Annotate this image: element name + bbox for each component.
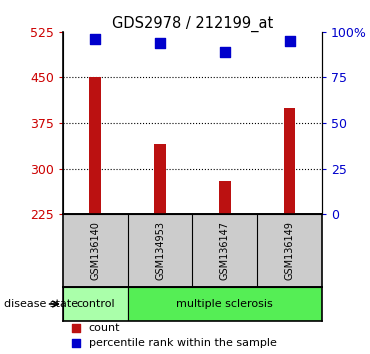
Text: GSM136140: GSM136140	[90, 222, 100, 280]
Text: percentile rank within the sample: percentile rank within the sample	[89, 338, 277, 348]
Text: control: control	[76, 299, 115, 309]
Point	[222, 49, 228, 55]
Point	[73, 340, 79, 346]
Bar	[63, 287, 128, 321]
Text: multiple sclerosis: multiple sclerosis	[176, 299, 273, 309]
Bar	[219, 181, 231, 215]
Point	[157, 40, 163, 46]
Point	[92, 36, 98, 42]
Text: count: count	[89, 323, 120, 333]
Title: GDS2978 / 212199_at: GDS2978 / 212199_at	[112, 16, 273, 32]
Text: GSM134953: GSM134953	[155, 221, 165, 280]
Point	[286, 38, 292, 44]
Text: GSM136149: GSM136149	[285, 222, 295, 280]
Text: GSM136147: GSM136147	[220, 221, 230, 280]
Bar	[128, 287, 322, 321]
Bar	[284, 108, 295, 215]
Point	[73, 325, 79, 331]
Bar	[154, 144, 166, 215]
Text: disease state: disease state	[4, 299, 78, 309]
Bar	[90, 78, 101, 215]
